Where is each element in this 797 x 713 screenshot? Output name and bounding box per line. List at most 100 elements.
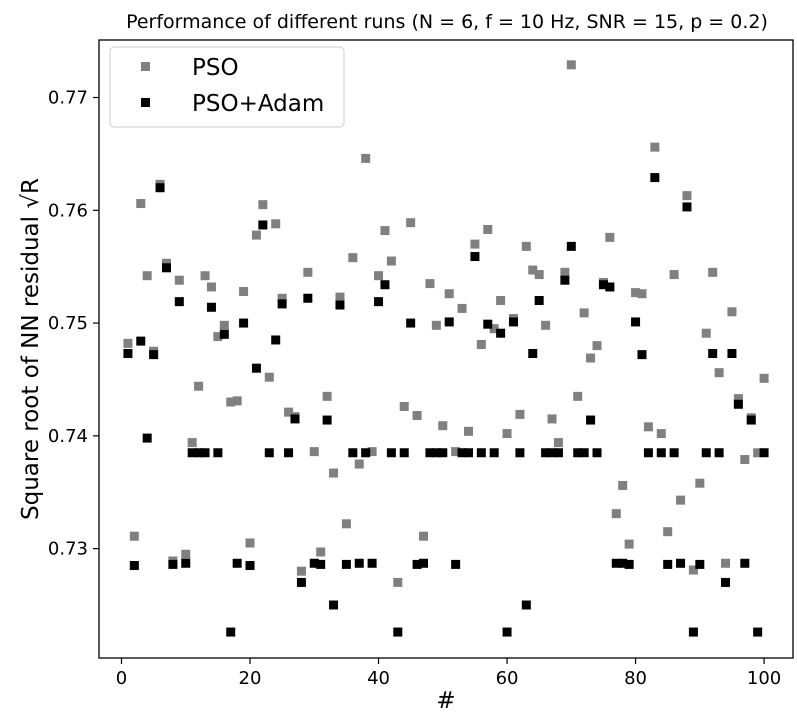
- x-tick-label: 0: [116, 668, 127, 689]
- pso-point: [515, 409, 525, 419]
- pso-adam-point: [740, 558, 750, 568]
- pso-adam-point: [155, 183, 165, 193]
- pso-point: [605, 232, 615, 242]
- pso-point: [489, 324, 499, 334]
- pso-adam-point: [714, 448, 724, 458]
- pso-point: [592, 341, 602, 351]
- pso-point: [142, 271, 152, 281]
- pso-point: [245, 538, 255, 548]
- pso-adam-point: [753, 627, 763, 637]
- pso-adam-point: [605, 282, 615, 292]
- pso-point: [740, 455, 750, 465]
- pso-point: [309, 447, 319, 457]
- legend-label-pso-adam: PSO+Adam: [192, 91, 324, 117]
- pso-adam-point: [412, 559, 422, 569]
- pso-adam-point: [618, 558, 628, 568]
- pso-adam-point: [290, 414, 300, 424]
- pso-point: [341, 519, 351, 529]
- pso-adam-point: [296, 577, 306, 587]
- pso-adam-point: [592, 448, 602, 458]
- pso-point: [354, 459, 364, 469]
- pso-adam-point: [496, 328, 506, 338]
- pso-adam-point: [727, 349, 737, 359]
- pso-adam-point: [142, 433, 152, 443]
- pso-adam-point: [194, 448, 204, 458]
- pso-point: [406, 218, 416, 228]
- pso-adam-point: [206, 302, 216, 312]
- pso-point: [618, 480, 628, 490]
- pso-point: [611, 509, 621, 519]
- pso-adam-point: [508, 317, 518, 327]
- pso-adam-point: [515, 448, 525, 458]
- pso-point: [374, 271, 384, 281]
- pso-point: [181, 549, 191, 559]
- pso-adam-point: [316, 559, 326, 569]
- x-tick-label: 40: [367, 668, 390, 689]
- pso-point: [528, 265, 538, 275]
- pso-adam-point: [502, 627, 512, 637]
- pso-adam-point: [341, 559, 351, 569]
- pso-adam-point: [560, 275, 570, 285]
- pso-adam-point: [534, 296, 544, 306]
- pso-point: [386, 256, 396, 266]
- pso-point: [444, 289, 454, 299]
- pso-point: [361, 153, 371, 163]
- plot-area: [98, 39, 794, 659]
- pso-point: [277, 293, 287, 303]
- pso-adam-point: [669, 448, 679, 458]
- pso-point: [367, 447, 377, 457]
- pso-point: [206, 282, 216, 292]
- pso-point: [303, 267, 313, 277]
- pso-point: [393, 577, 403, 587]
- pso-adam-point: [637, 350, 647, 360]
- pso-adam-point: [386, 448, 396, 458]
- pso-adam-point: [650, 173, 660, 183]
- pso-adam-point: [695, 559, 705, 569]
- pso-adam-point: [759, 448, 769, 458]
- pso-adam-point: [624, 559, 634, 569]
- pso-point: [457, 303, 467, 313]
- pso-point: [656, 429, 666, 439]
- pso-point: [566, 60, 576, 70]
- pso-adam-point: [553, 448, 563, 458]
- pso-point: [553, 438, 563, 448]
- pso-point: [316, 547, 326, 557]
- pso-point: [194, 381, 204, 391]
- series-pso-adam: [123, 173, 769, 637]
- pso-adam-point: [733, 399, 743, 409]
- pso-adam-point: [431, 448, 441, 458]
- pso-point: [451, 447, 461, 457]
- pso-point: [476, 339, 486, 349]
- pso-point: [232, 396, 242, 406]
- pso-point: [733, 394, 743, 404]
- pso-point: [187, 438, 197, 448]
- pso-adam-point: [463, 448, 473, 458]
- pso-point: [643, 422, 653, 432]
- x-tick-label: 80: [624, 668, 647, 689]
- pso-point: [322, 391, 332, 401]
- pso-adam-point: [374, 297, 384, 307]
- pso-adam-point: [393, 627, 403, 637]
- pso-adam-point: [406, 318, 416, 328]
- pso-point: [721, 558, 731, 568]
- pso-adam-point: [419, 558, 429, 568]
- pso-point: [174, 275, 184, 285]
- pso-point: [251, 230, 261, 240]
- pso-adam-point: [264, 448, 274, 458]
- pso-point: [200, 271, 210, 281]
- legend-box: [109, 46, 345, 128]
- pso-point: [419, 531, 429, 541]
- chart-title: Performance of different runs (N = 6, f …: [126, 11, 768, 33]
- pso-point: [637, 289, 647, 299]
- pso-adam-point: [245, 561, 255, 571]
- pso-point: [438, 421, 448, 431]
- pso-adam-point: [322, 415, 332, 425]
- x-axis-label: #: [436, 688, 455, 713]
- pso-point: [727, 307, 737, 317]
- x-axis: 0 20 40 60 80 100: [116, 658, 781, 689]
- pso-point: [586, 353, 596, 363]
- pso-adam-point: [149, 350, 159, 360]
- pso-adam-point: [470, 252, 480, 262]
- pso-point: [412, 411, 422, 421]
- legend: PSO PSO+Adam: [109, 46, 345, 128]
